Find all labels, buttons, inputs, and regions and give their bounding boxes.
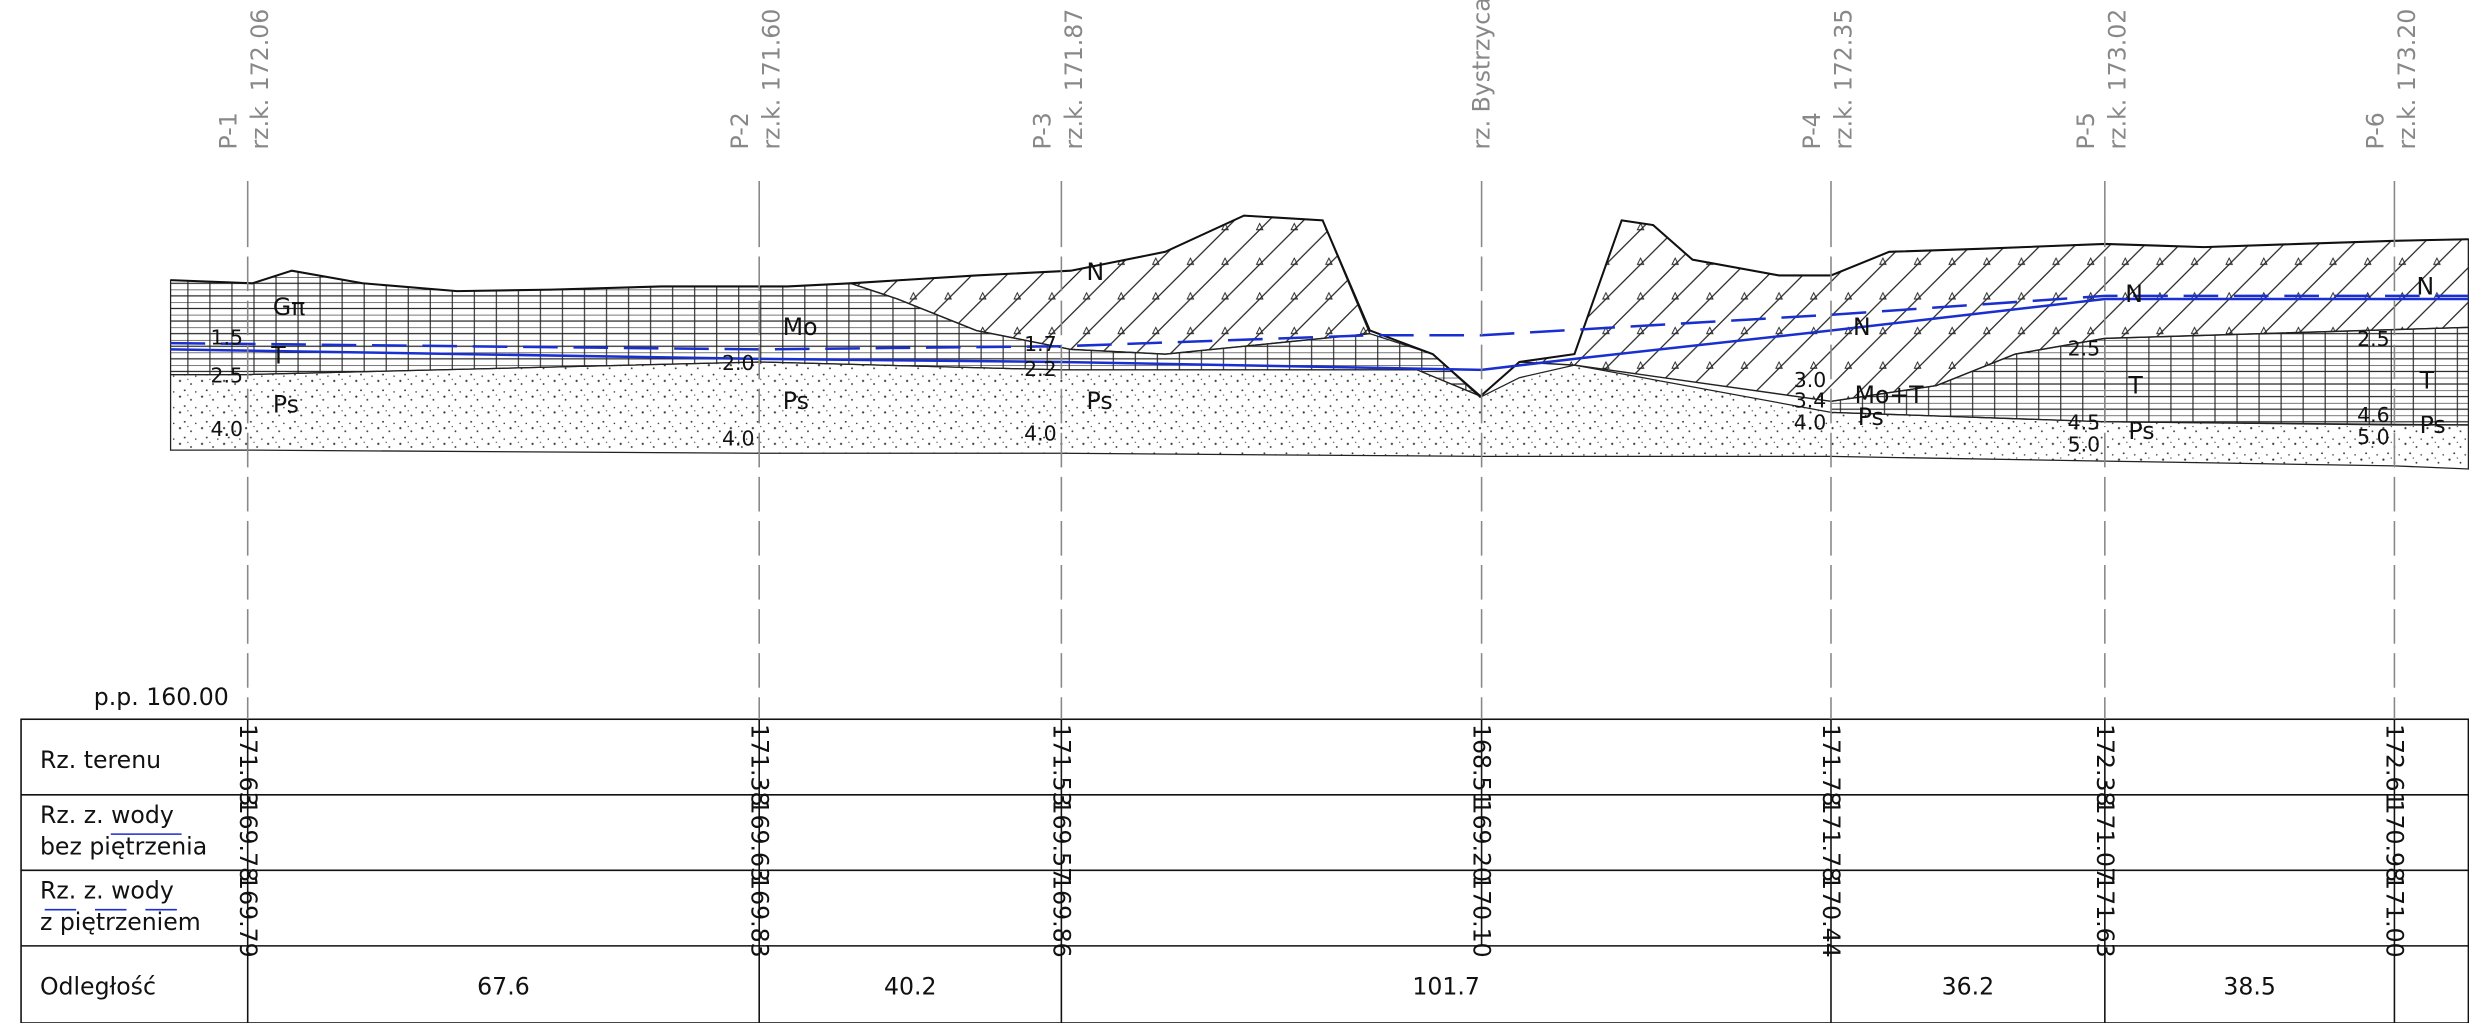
row-label: Rz. z. wody [40,877,174,905]
depth-label: 4.0 [1794,411,1827,435]
depth-label: 5.0 [2357,425,2390,449]
depth-label: 2.5 [2068,337,2101,361]
table-value: 172.61 [2381,724,2409,807]
table-value: 170.10 [1468,875,1496,958]
depth-label: 5.0 [2068,433,2101,457]
row-label: Odległość [40,973,156,1001]
table-value: 169.79 [234,875,262,958]
layer-label: Ps [2420,411,2446,439]
depth-label: 4.0 [1024,422,1057,446]
depth-label: 4.0 [722,426,755,450]
depth-label: 2.5 [2357,327,2390,351]
layer-label: Gπ [273,293,306,321]
table-value: 169.86 [1048,875,1076,958]
table-value: 171.63 [2091,875,2119,958]
layer-label: Ps [783,387,809,415]
borehole-elevation: rz.k. 171.87 [1060,9,1088,150]
layer-label: Ps [273,390,299,418]
borehole-elevation: rz.k. 173.02 [2103,9,2131,150]
table-value: 171.63 [234,724,262,807]
depth-label: 4.5 [2068,411,2101,435]
layer-label: Ps [1858,403,1884,431]
layer-label: T [2419,367,2435,395]
layer-label: N [2125,280,2143,308]
cross-section: P-1rz.k. 172.06P-2rz.k. 171.60P-3rz.k. 1… [0,0,2469,1023]
table-value: 169.63 [745,800,773,883]
row-label: Rz. z. wody [40,801,174,829]
borehole-name: P-6 [2361,112,2389,149]
layer-label: T [270,342,286,370]
distance-value: 67.6 [477,973,530,1001]
table-value: 171.38 [745,724,773,807]
layer-label: N [2416,272,2434,300]
layer-label: Mo [783,313,818,341]
table-value: 169.20 [1468,800,1496,883]
table-value: 169.83 [745,875,773,958]
datum-label: p.p. 160.00 [94,683,229,711]
layer-label: Ps [1087,387,1113,415]
borehole-elevation: rz.k. 172.06 [246,9,274,150]
table-value: 171.78 [1817,800,1845,883]
depth-label: 1.7 [1024,332,1057,356]
layer-label: N [1853,313,1871,341]
depth-label: 2.2 [1024,357,1057,381]
table-value: 171.78 [1817,724,1845,807]
borehole-name: P-2 [726,112,754,149]
table-value: 170.44 [1817,875,1845,958]
river-name: rz. Bystrzyca [1467,0,1495,150]
row-label: bez piętrzenia [40,833,207,861]
depth-label: 4.6 [2357,403,2390,427]
table-value: 171.00 [2381,875,2409,958]
layer-label: N [1087,258,1105,286]
table-value: 172.38 [2091,724,2119,807]
geology [171,216,2469,469]
table-value: 169.78 [234,800,262,883]
borehole-name: P-3 [1028,112,1056,149]
borehole-elevation: rz.k. 173.20 [2393,9,2421,150]
layer-label: T [2127,371,2143,399]
depth-label: 2.0 [722,351,755,375]
distance-value: 38.5 [2223,973,2276,1001]
row-label: z piętrzeniem [40,908,201,936]
table-value: 171.07 [2091,800,2119,883]
table-value: 170.98 [2381,800,2409,883]
borehole-elevation: rz.k. 172.35 [1829,9,1857,150]
layer-label: Ps [2128,417,2154,445]
borehole-name: P-1 [215,112,243,149]
table-value: 169.57 [1048,800,1076,883]
borehole-name: P-5 [2072,112,2100,149]
depth-label: 2.5 [210,363,243,387]
table-value: 168.51 [1468,724,1496,807]
borehole-name: P-4 [1798,112,1826,149]
distance-value: 40.2 [884,973,937,1001]
distance-value: 36.2 [1942,973,1995,1001]
distance-value: 101.7 [1412,973,1480,1001]
borehole-elevation: rz.k. 171.60 [758,9,786,150]
row-label: Rz. terenu [40,746,161,774]
depth-label: 3.4 [1794,389,1827,413]
depth-label: 1.5 [210,326,243,350]
depth-label: 4.0 [210,417,243,441]
table-value: 171.53 [1048,724,1076,807]
